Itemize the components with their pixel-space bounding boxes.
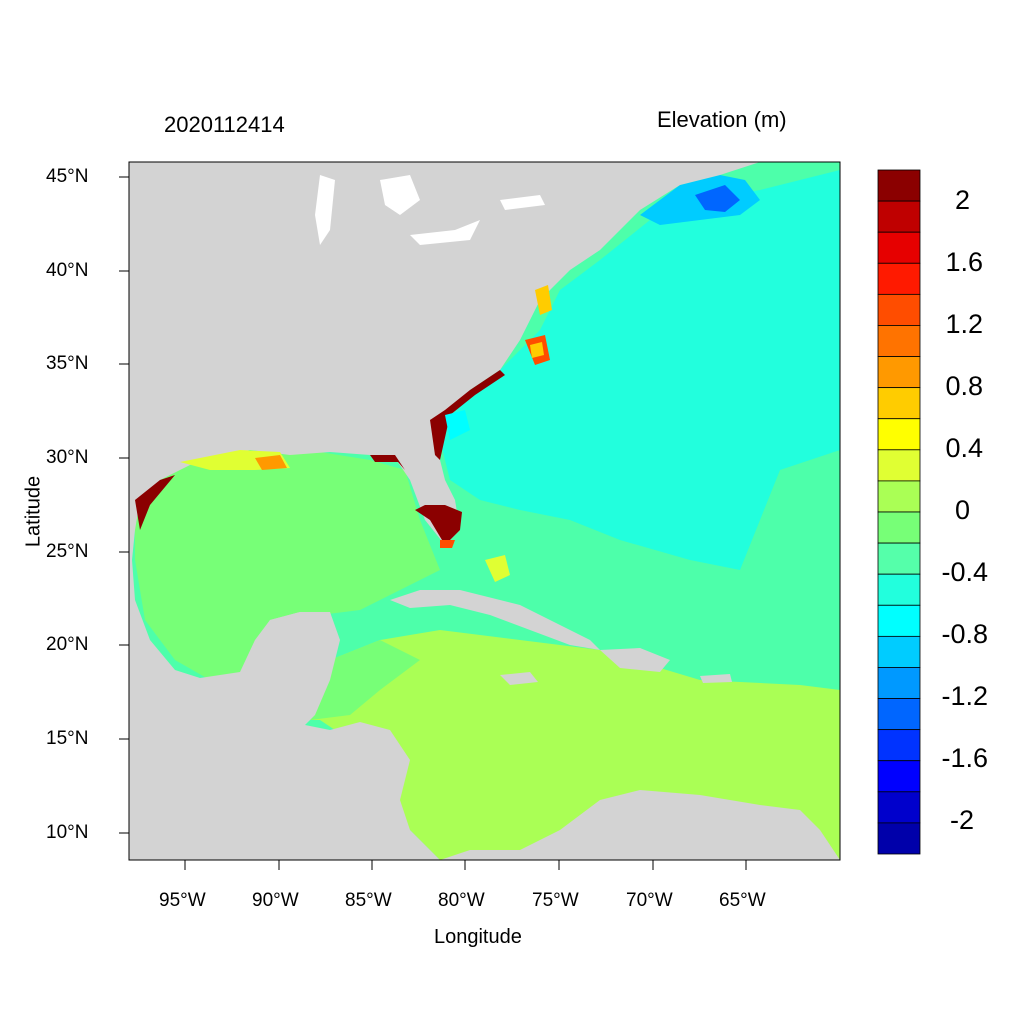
- caribbean-west: [310, 640, 420, 720]
- x-axis-label: Longitude: [434, 926, 522, 948]
- colorbar-label: 0: [954, 495, 970, 525]
- cuba: [390, 590, 600, 650]
- chesapeake-bay: [535, 285, 552, 315]
- gulf-of-mexico: [135, 452, 440, 680]
- y-tick-label: 30°N: [46, 447, 89, 468]
- gulf-of-maine-core: [695, 185, 740, 212]
- colorbar-swatch: [877, 760, 921, 793]
- colorbar-swatch: [877, 791, 921, 824]
- colorbar-swatch: [877, 698, 921, 731]
- colorbar-label: 1.6: [945, 247, 983, 277]
- jamaica: [500, 672, 538, 685]
- hispaniola: [600, 648, 670, 672]
- colorbar: [877, 169, 921, 855]
- x-tick-marks: [184, 860, 747, 870]
- colorbar-swatch: [877, 418, 921, 451]
- puerto-rico: [700, 674, 732, 683]
- lake-michigan: [315, 175, 335, 245]
- colorbar-swatch: [877, 356, 921, 389]
- y-tick-label: 40°N: [46, 260, 89, 281]
- x-tick-label: 75°W: [532, 890, 579, 911]
- florida-surge: [415, 505, 462, 545]
- colorbar-label: 1.2: [945, 309, 983, 339]
- x-tick-label: 95°W: [159, 890, 206, 911]
- colorbar-swatch: [877, 231, 921, 264]
- y-axis-label: Latitude: [22, 475, 45, 548]
- colorbar-swatch: [877, 542, 921, 575]
- lake-erie: [410, 220, 480, 245]
- bahamas-bank: [485, 555, 510, 582]
- x-tick-label: 70°W: [626, 890, 673, 911]
- y-tick-label: 15°N: [46, 728, 89, 749]
- colorbar-swatch: [877, 729, 921, 762]
- texas-coast: [135, 475, 175, 530]
- colorbar-label: 0.8: [945, 371, 983, 401]
- colorbar-swatch: [877, 262, 921, 295]
- atlantic-region: [440, 170, 840, 570]
- x-tick-label: 80°W: [438, 890, 485, 911]
- y-tick-marks: [119, 176, 129, 834]
- y-tick-label: 25°N: [46, 541, 89, 562]
- y-tick-label: 45°N: [46, 166, 89, 187]
- y-tick-label: 10°N: [46, 822, 89, 843]
- y-tick-label: 35°N: [46, 353, 89, 374]
- colorbar-swatch: [877, 449, 921, 482]
- colorbar-label: -0.4: [941, 557, 988, 587]
- x-tick-label: 90°W: [252, 890, 299, 911]
- colorbar-swatch: [877, 325, 921, 357]
- lake-ontario: [500, 195, 545, 210]
- colorbar-swatch: [877, 293, 921, 326]
- x-tick-label: 65°W: [719, 890, 766, 911]
- yucatan: [260, 612, 335, 690]
- colorbar-swatch: [877, 200, 921, 233]
- x-tick-label: 85°W: [345, 890, 392, 911]
- colorbar-label: 2: [954, 185, 970, 215]
- map-frame: [128, 161, 841, 861]
- colorbar-swatch: [877, 635, 921, 668]
- colorbar-label: -1.6: [941, 743, 988, 773]
- variable-title: Elevation (m): [657, 107, 787, 132]
- colorbar-label: 0.4: [945, 433, 983, 463]
- colorbar-label: -1.2: [941, 681, 988, 711]
- colorbar-label: -2: [949, 805, 974, 835]
- colorbar-swatch: [877, 667, 921, 699]
- colorbar-swatch: [877, 387, 921, 420]
- florida-surge-peak: [440, 540, 455, 548]
- colorbar-swatch: [877, 604, 921, 637]
- big-bend-surge: [370, 455, 405, 470]
- carolina-shelf: [445, 410, 470, 440]
- colorbar-swatch: [877, 169, 921, 202]
- colorbar-swatch: [877, 480, 921, 513]
- y-tick-label: 20°N: [46, 634, 89, 655]
- lake-huron: [380, 175, 420, 215]
- colorbar-swatch: [877, 573, 921, 606]
- colorbar-swatch: [877, 822, 921, 855]
- louisiana-peak: [255, 455, 287, 470]
- colorbar-swatch: [877, 511, 921, 544]
- timestamp-title: 2020112414: [164, 112, 285, 137]
- land-south-america: [440, 790, 840, 860]
- pamlico-inner: [530, 342, 544, 358]
- colorbar-label: -0.8: [941, 619, 988, 649]
